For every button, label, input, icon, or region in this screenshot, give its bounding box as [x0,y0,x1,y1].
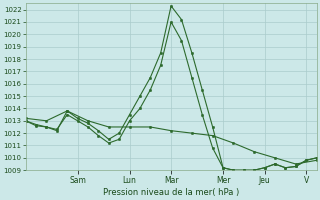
X-axis label: Pression niveau de la mer( hPa ): Pression niveau de la mer( hPa ) [103,188,239,197]
